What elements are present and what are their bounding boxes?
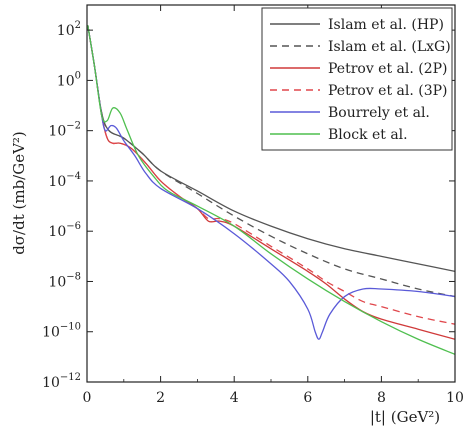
series-line-5 <box>87 25 455 340</box>
x-tick-label: 6 <box>303 390 312 406</box>
series-line-3 <box>87 25 455 340</box>
series-line-6 <box>87 25 455 355</box>
y-tick-label: 10−8 <box>48 271 81 290</box>
y-tick-label: 102 <box>57 20 81 39</box>
y-tick-label: 10−2 <box>48 121 81 140</box>
legend-label-3: Petrov et al. (2P) <box>328 61 448 77</box>
legend-label-4: Petrov et al. (3P) <box>328 83 448 99</box>
x-tick-label: 2 <box>156 390 165 406</box>
x-axis-label: |t| (GeV²) <box>370 408 440 426</box>
legend-label-1: Islam et al. (HP) <box>328 17 444 33</box>
legend-label-6: Block et al. <box>328 127 408 143</box>
legend-label-5: Bourrely et al. <box>328 105 430 121</box>
x-tick-label: 10 <box>446 390 464 406</box>
series-line-4 <box>87 25 455 325</box>
ticks-layer: 0 2 4 6 8 10 10−12 10−10 10−8 10−6 10−4 10−2 100 102 <box>42 5 464 406</box>
y-tick-label: 10−4 <box>48 171 81 190</box>
legend-box <box>261 7 453 151</box>
legend: Islam et al. (HP) Islam et al. (LxG) Petro… <box>261 7 453 151</box>
x-tick-label: 8 <box>377 390 386 406</box>
y-axis-label: dσ/dt (mb/GeV²) <box>10 131 28 255</box>
legend-label-2: Islam et al. (LxG) <box>328 39 451 55</box>
y-tick-label: 100 <box>57 70 81 89</box>
y-tick-label: 10−12 <box>42 372 81 391</box>
y-tick-label: 10−10 <box>42 322 81 341</box>
y-tick-label: 10−6 <box>48 221 81 240</box>
x-tick-label: 4 <box>230 390 239 406</box>
x-tick-label: 0 <box>83 390 92 406</box>
series-layer <box>87 25 455 355</box>
